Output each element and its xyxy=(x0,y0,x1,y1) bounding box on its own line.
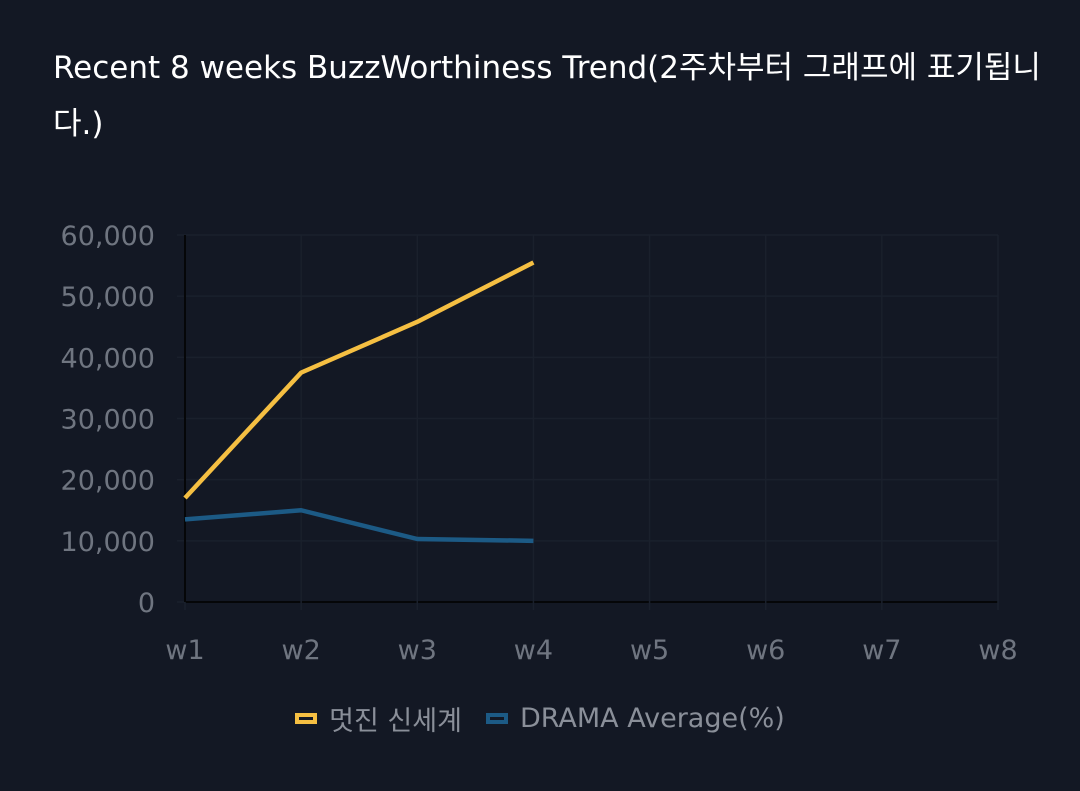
x-tick-label: w8 xyxy=(978,635,1017,666)
legend-label-series-1: 멋진 신세계 xyxy=(329,705,462,737)
x-tick-label: w7 xyxy=(862,635,901,666)
x-tick-label: w1 xyxy=(165,635,204,666)
y-tick-label: 60,000 xyxy=(61,221,155,252)
y-tick-label: 40,000 xyxy=(61,343,155,374)
chart-legend: 멋진 신세계 DRAMA Average(%) xyxy=(0,698,1080,738)
x-tick-label: w4 xyxy=(514,635,553,666)
legend-swatch-series-1 xyxy=(295,712,318,724)
chart-title: Recent 8 weeks BuzzWorthiness Trend(2주차부… xyxy=(53,50,1041,142)
y-tick-label: 0 xyxy=(138,588,155,619)
x-tick-label: w2 xyxy=(282,635,321,666)
x-tick-label: w6 xyxy=(746,635,785,666)
y-tick-label: 20,000 xyxy=(61,466,155,497)
x-tick-label: w5 xyxy=(630,635,669,666)
series-line-2 xyxy=(184,508,534,544)
legend-swatch-series-2 xyxy=(485,712,508,724)
series-line-1 xyxy=(183,260,535,500)
line-chart: 0 10,000 20,000 30,000 40,000 50,000 60,000 w1 w… xyxy=(61,221,1018,666)
legend-item-series-2[interactable]: DRAMA Average(%) xyxy=(485,702,785,734)
legend-item-series-1[interactable]: 멋진 신세계 xyxy=(295,699,462,738)
legend-label-series-2: DRAMA Average(%) xyxy=(519,702,785,734)
y-tick-label: 10,000 xyxy=(61,527,155,558)
x-tick-label: w3 xyxy=(398,635,437,666)
y-tick-label: 30,000 xyxy=(61,405,155,436)
y-tick-label: 50,000 xyxy=(61,282,155,313)
